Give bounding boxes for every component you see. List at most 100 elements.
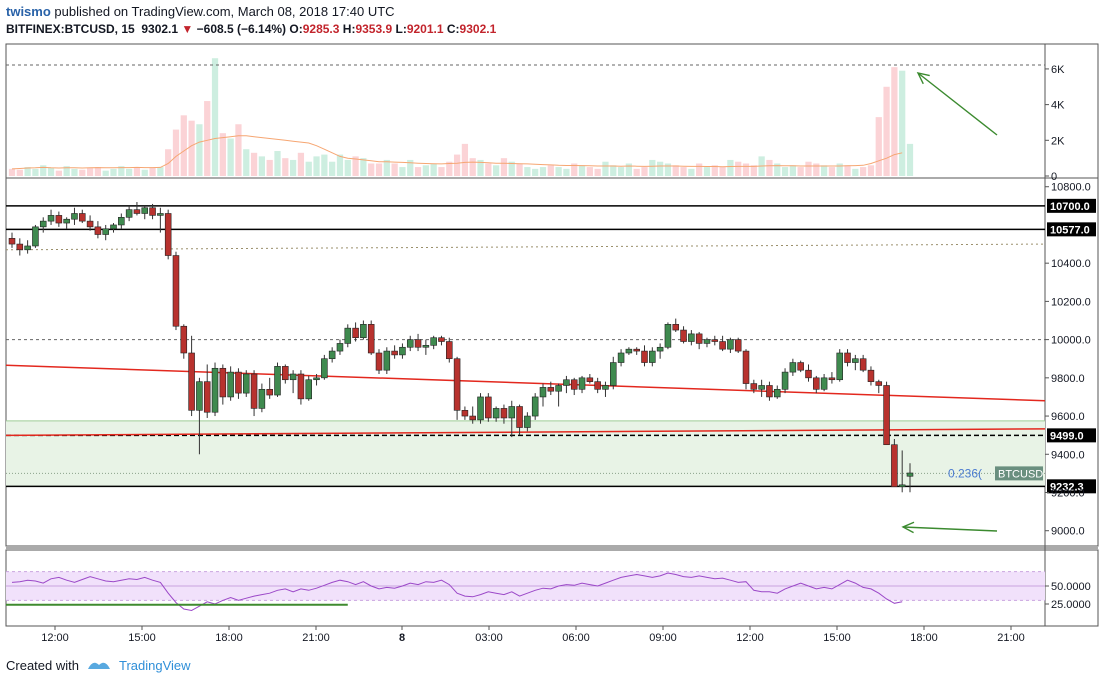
candle-up (274, 366, 281, 396)
candle-down (813, 377, 820, 390)
candle-up (102, 228, 109, 235)
volume-bar (742, 163, 750, 176)
volume-bar (55, 170, 62, 176)
volume-bar (828, 167, 836, 176)
volume-bar (266, 159, 273, 176)
volume-bar (774, 163, 781, 176)
volume-bar (789, 165, 796, 176)
candle-up (727, 339, 734, 350)
volume-bar (274, 151, 281, 176)
candle-up (289, 373, 297, 381)
candle-down (79, 213, 86, 222)
candle-down (86, 220, 94, 228)
time-axis-label: 15:00 (128, 632, 156, 644)
volume-bar (24, 167, 31, 176)
author-name[interactable]: twismo (6, 4, 51, 19)
close-label: C: (446, 22, 460, 36)
volume-bar (727, 159, 734, 176)
time-axis-label: 12:00 (736, 632, 764, 644)
candle-down (867, 369, 875, 382)
low-value: 9201.1 (406, 22, 444, 36)
volume-ma-line (11, 135, 903, 170)
volume-bar (446, 161, 453, 176)
volume-bar (196, 124, 203, 176)
price-axis-label: 10000.0 (1051, 335, 1091, 347)
candle-down (375, 352, 383, 371)
candle-up (836, 352, 843, 381)
time-axis-label: 18:00 (215, 632, 243, 644)
volume-bar (40, 165, 47, 176)
price-tag (1047, 222, 1096, 237)
volume-bar (219, 133, 226, 176)
candle-down (16, 243, 24, 251)
low-label: L: (395, 22, 407, 36)
candle-down (797, 362, 804, 371)
volume-spike-arrow-head (916, 72, 930, 85)
volume-bar (250, 152, 258, 176)
time-axis-label: 03:00 (475, 632, 503, 644)
candle-down (875, 381, 883, 386)
candle-down (461, 410, 469, 417)
candle-down (719, 341, 726, 350)
price-axis-label: 10400.0 (1051, 258, 1091, 270)
volume-bar (820, 165, 828, 176)
candle-up (406, 339, 414, 348)
candle-down (188, 352, 195, 411)
candle-down (485, 396, 492, 419)
candle-up (422, 345, 430, 348)
volume-bar (883, 86, 890, 176)
close-value: 9302.1 (459, 22, 497, 36)
volume-bar (547, 165, 554, 176)
price-tag (1047, 198, 1096, 213)
candle-down (164, 213, 172, 256)
volume-bar (602, 161, 609, 176)
candle-down (250, 373, 258, 409)
volume-bar (703, 167, 711, 176)
candle-down (766, 385, 773, 398)
volume-bar (211, 58, 219, 176)
volume-bar (656, 161, 664, 176)
fib-label: 0.236( (948, 466, 982, 480)
volume-bar (141, 169, 148, 176)
volume-bar (360, 158, 367, 176)
candle-down (180, 325, 188, 354)
candle-down (547, 387, 555, 392)
volume-bar (391, 163, 398, 176)
time-axis-label: 15:00 (823, 632, 851, 644)
trendline (5, 428, 1046, 437)
price-low-arrow (902, 526, 998, 532)
candle-up (555, 385, 562, 392)
volume-bar (149, 167, 156, 176)
candle-up (141, 207, 149, 214)
price-tag (1047, 479, 1096, 494)
volume-bar (649, 159, 656, 176)
volume-bar (282, 158, 289, 176)
volume-bar (766, 159, 773, 176)
price-axis-label: 10200.0 (1051, 296, 1091, 308)
candle-up (656, 346, 664, 352)
volume-axis-label: 6K (1051, 64, 1065, 76)
volume-bar (860, 167, 867, 176)
volume-bar (750, 165, 757, 176)
time-axis-label: 06:00 (562, 632, 590, 644)
volume-bar (563, 168, 570, 176)
candle-up (531, 396, 539, 417)
time-axis-label: 09:00 (649, 632, 677, 644)
open-label: O: (289, 22, 303, 36)
volume-bar (805, 161, 812, 176)
candle-down (203, 381, 211, 413)
candle-up (313, 377, 320, 381)
volume-axis-label: 0 (1051, 171, 1057, 183)
volume-bar (453, 154, 461, 176)
candle-up (664, 324, 672, 348)
volume-bar (71, 168, 78, 176)
candle-down (367, 324, 375, 354)
volume-bar (368, 163, 375, 176)
tradingview-link[interactable]: TradingView (118, 657, 191, 673)
open-value: 9285.3 (302, 22, 340, 36)
candle-up (227, 371, 234, 398)
volume-bar (79, 169, 86, 176)
candle-down (680, 329, 687, 342)
candle-up (71, 213, 78, 220)
